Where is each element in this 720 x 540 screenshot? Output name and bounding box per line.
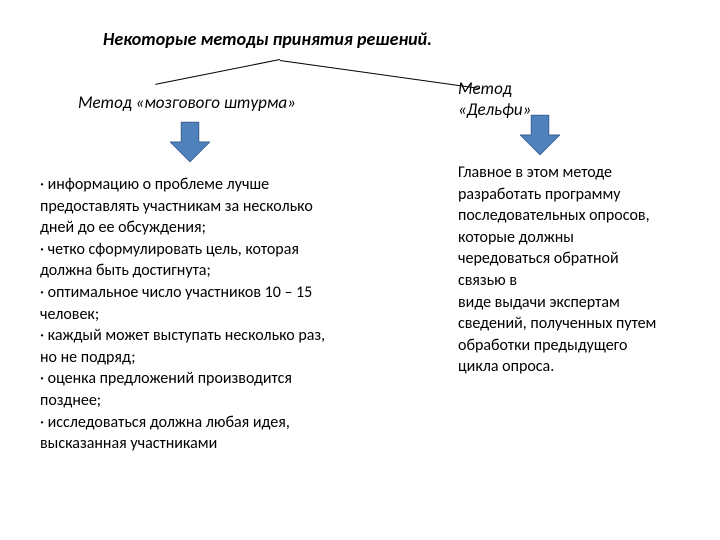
connector-left <box>155 59 280 85</box>
connector-right <box>280 60 480 89</box>
arrow-down-left <box>168 120 212 164</box>
body-text-delphi: Главное в этом методе разработать програ… <box>458 162 708 378</box>
arrow-down-right <box>518 113 562 157</box>
block-arrow-icon <box>518 113 562 157</box>
block-arrow-icon <box>168 120 212 164</box>
method-label-brainstorm: Метод «мозгового штурма» <box>78 92 296 113</box>
body-text-brainstorm: · информацию о проблеме лучше предоставл… <box>40 174 410 455</box>
page-title: Некоторые методы принятия решений. <box>103 28 432 50</box>
